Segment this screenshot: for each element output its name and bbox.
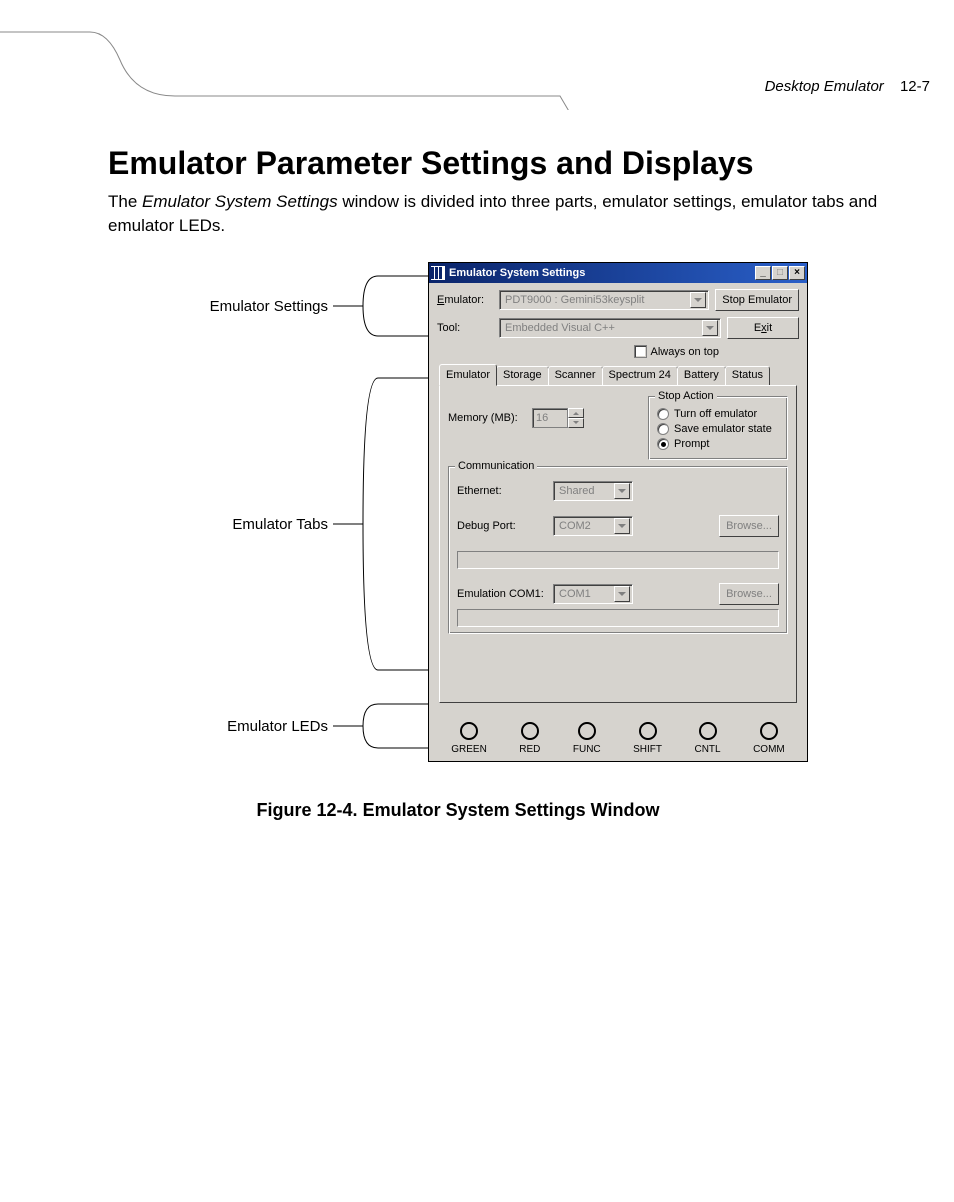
emulator-settings-window: Emulator System Settings _ □ × Emulator:… [428,262,808,762]
emulator-combo: PDT9000 : Gemini53keysplit [499,290,709,310]
bracket-leds [333,698,433,758]
callout-emulator-tabs: Emulator Tabs [78,516,328,533]
figure: Emulator Settings Emulator Tabs Emulator… [108,262,908,782]
debug-status-bar [457,551,779,569]
led-green: GREEN [451,722,487,755]
tab-status[interactable]: Status [725,366,770,386]
chevron-down-icon [614,586,630,602]
emulation-com1-label: Emulation COM1: [457,588,553,600]
ethernet-label: Ethernet: [457,485,553,497]
emulation-com1-combo: COM1 [553,584,633,604]
led-shift: SHIFT [633,722,662,755]
close-button[interactable]: × [789,266,805,280]
ethernet-combo: Shared [553,481,633,501]
com1-status-bar [457,609,779,627]
radio-save-state[interactable] [657,423,669,435]
titlebar[interactable]: Emulator System Settings _ □ × [429,263,807,283]
app-icon [431,266,445,280]
led-icon [760,722,778,740]
callout-emulator-leds: Emulator LEDs [78,718,328,735]
led-func: FUNC [573,722,601,755]
debug-port-combo: COM2 [553,516,633,536]
header-section: Desktop Emulator [765,78,884,95]
stop-emulator-button[interactable]: Stop Emulator [715,289,799,311]
led-icon [578,722,596,740]
led-icon [460,722,478,740]
led-red: RED [519,722,540,755]
chevron-down-icon [614,483,630,499]
chevron-down-icon [690,292,706,308]
tab-storage[interactable]: Storage [496,366,549,386]
bracket-settings [333,268,433,348]
window-title: Emulator System Settings [449,267,754,279]
always-on-top-checkbox[interactable] [634,345,647,358]
minimize-button[interactable]: _ [755,266,771,280]
tab-scanner[interactable]: Scanner [548,366,603,386]
page-header-curve [0,30,560,100]
communication-legend: Communication [455,460,537,472]
exit-button[interactable]: Exit [727,317,799,339]
tab-panel-emulator: Memory (MB): Stop Action Turn off emulat… [439,385,797,703]
section-title: Emulator Parameter Settings and Displays [108,145,904,182]
led-row: GREEN RED FUNC SHIFT CNTL COMM [429,722,807,755]
bracket-tabs [333,372,433,692]
led-icon [699,722,717,740]
chevron-down-icon [614,518,630,534]
tab-emulator[interactable]: Emulator [439,364,497,386]
memory-spinner [532,408,584,428]
browse-com1-button: Browse... [719,583,779,605]
callout-emulator-settings: Emulator Settings [78,298,328,315]
led-comm: COMM [753,722,785,755]
radio-turn-off[interactable] [657,408,669,420]
memory-label: Memory (MB): [448,412,532,424]
tool-label: Tool: [437,322,499,334]
emulator-label: Emulator: [437,294,499,306]
led-cntl: CNTL [694,722,720,755]
radio-prompt[interactable] [657,438,669,450]
header-pagenum: 12-7 [900,78,930,95]
debug-port-label: Debug Port: [457,520,553,532]
led-icon [521,722,539,740]
tool-combo: Embedded Visual C++ [499,318,721,338]
always-on-top-label: Always on top [651,346,719,358]
tab-strip: EmulatorStorageScannerSpectrum 24Battery… [439,366,797,386]
running-header: Desktop Emulator 12-7 [650,78,930,95]
led-icon [639,722,657,740]
chevron-down-icon [702,320,718,336]
tab-spectrum24[interactable]: Spectrum 24 [602,366,678,386]
memory-input [532,408,568,428]
maximize-button: □ [772,266,788,280]
figure-caption: Figure 12-4. Emulator System Settings Wi… [108,800,808,821]
spin-down-icon [568,418,584,428]
stop-action-legend: Stop Action [655,390,717,402]
tab-battery[interactable]: Battery [677,366,726,386]
browse-debug-button: Browse... [719,515,779,537]
intro-paragraph: The Emulator System Settings window is d… [108,190,904,238]
spin-up-icon [568,408,584,418]
